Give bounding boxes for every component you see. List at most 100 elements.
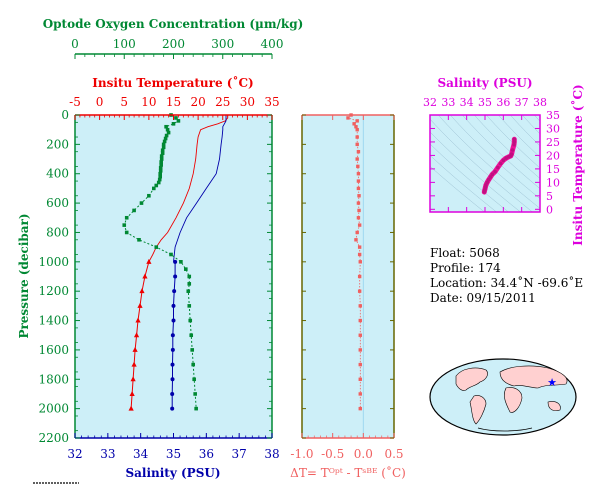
oxygen-point <box>156 180 161 185</box>
ts-contour <box>430 118 533 212</box>
oxygen-point <box>171 122 176 126</box>
pressure-tick-label: 2200 <box>38 431 69 445</box>
ts-temperature-title: Insitu Temperature (˚C) <box>570 84 585 245</box>
delta-t-point <box>355 157 359 161</box>
delta-t-series <box>346 113 364 438</box>
temperature-tick-label: 25 <box>215 95 230 109</box>
profile-date: Date: 09/15/2011 <box>430 291 536 305</box>
float-id: Float: 5068 <box>430 246 500 260</box>
temperature-tick-label: 30 <box>240 95 255 109</box>
salinity-point <box>170 362 175 367</box>
salinity-line <box>173 115 227 262</box>
delta-t-point <box>358 333 362 337</box>
ts-salinity-tick-label: 36 <box>496 96 510 109</box>
temperature-tick-label: 10 <box>141 95 156 109</box>
oxygen-point <box>147 193 151 198</box>
salinity-point <box>170 377 175 382</box>
oxygen-point <box>176 119 181 123</box>
ts-salinity-tick-label: 34 <box>460 96 474 109</box>
oxygen-point <box>152 186 156 191</box>
ts-contour <box>522 115 540 135</box>
delta-t-tick-label: 0.0 <box>354 447 373 461</box>
oxygen-point <box>158 174 163 179</box>
ts-temperature-tick-label: 20 <box>546 149 560 162</box>
temperature-point <box>132 346 138 352</box>
oxygen-tick-label: 0 <box>71 37 79 51</box>
profile-number: Profile: 174 <box>430 261 501 275</box>
pressure-tick-label: 1200 <box>38 284 69 298</box>
oxygen-point <box>159 160 163 164</box>
ts-plot-area <box>430 115 540 212</box>
ts-point <box>507 154 511 159</box>
ts-contour <box>438 115 540 209</box>
ts-temperature-tick-label: 10 <box>546 176 560 189</box>
oxygen-point <box>174 116 178 120</box>
ts-temperature-tick-label: 30 <box>546 122 560 135</box>
oxygen-point <box>184 267 188 271</box>
oxygen-point <box>158 171 163 176</box>
oxygen-point <box>186 289 191 293</box>
salinity-tick-label: 33 <box>100 447 115 461</box>
delta-t-point <box>358 348 362 352</box>
ts-contour <box>430 155 497 212</box>
ts-salinity-tick-label: 32 <box>423 96 437 109</box>
pressure-axis-title: Pressure (decibar) <box>17 213 31 338</box>
ts-contour <box>462 115 540 189</box>
temperature-point <box>146 258 152 264</box>
delta-t-point <box>357 194 361 198</box>
temperature-point <box>139 288 145 294</box>
temperature-point <box>128 405 134 411</box>
oxygen-point <box>164 124 168 129</box>
ts-salinity-tick-label: 33 <box>441 96 455 109</box>
ts-point <box>482 190 487 194</box>
delta-t-point <box>356 150 361 154</box>
oxygen-point <box>187 304 192 308</box>
profile-axis-ticks: 0200400600800100012001400160018002000220… <box>38 37 283 461</box>
oxygen-point <box>169 252 173 257</box>
float-location: Location: 34.4˚N -69.6˚E <box>430 276 584 290</box>
map-landmass-north-america <box>455 367 488 391</box>
float-info-block: Float: 5068 Profile: 174 Location: 34.4˚… <box>430 246 583 306</box>
oxygen-point <box>179 260 183 264</box>
temperature-tick-label: 0 <box>96 95 104 109</box>
delta-t-point <box>357 223 362 227</box>
ts-point <box>512 140 517 144</box>
temperature-tick-label: 20 <box>190 95 205 109</box>
salinity-point <box>173 274 178 279</box>
ts-point <box>490 172 495 177</box>
delta-t-tick-label: -1.0 <box>290 447 313 461</box>
oxygen-point <box>187 274 192 279</box>
oxygen-point <box>159 163 163 167</box>
pressure-tick-label: 200 <box>46 137 69 151</box>
ts-density-contours <box>430 115 540 212</box>
map-landmass-australia <box>547 401 561 412</box>
temperature-line <box>148 115 229 263</box>
salinity-point <box>171 318 176 323</box>
delta-t-tick-label: -0.5 <box>321 447 344 461</box>
delta-t-point <box>355 135 359 139</box>
pressure-tick-label: 1800 <box>38 372 69 386</box>
delta-t-point <box>346 116 350 120</box>
salinity-tick-label: 34 <box>133 447 149 461</box>
salinity-point <box>170 333 175 338</box>
delta-t-point <box>357 208 361 213</box>
oxygen-marker-line <box>123 114 197 409</box>
oxygen-point <box>154 245 159 249</box>
ts-point <box>504 156 508 160</box>
oxygen-point <box>165 127 170 132</box>
delta-t-point <box>356 186 361 191</box>
ts-salinity-tick-label: 38 <box>533 96 547 109</box>
oxygen-point <box>187 282 192 286</box>
oxygen-point <box>161 142 166 147</box>
oxygen-point <box>161 145 166 150</box>
oxygen-point <box>137 237 141 242</box>
salinity-point <box>171 303 176 308</box>
oxygen-point <box>160 148 165 153</box>
map-landmass-south-america <box>469 395 487 425</box>
delta-t-point <box>354 125 358 129</box>
temperature-point <box>131 361 137 367</box>
ts-salinity-title: Salinity (PSU) <box>437 76 532 90</box>
oxygen-tick-label: 200 <box>162 37 185 51</box>
